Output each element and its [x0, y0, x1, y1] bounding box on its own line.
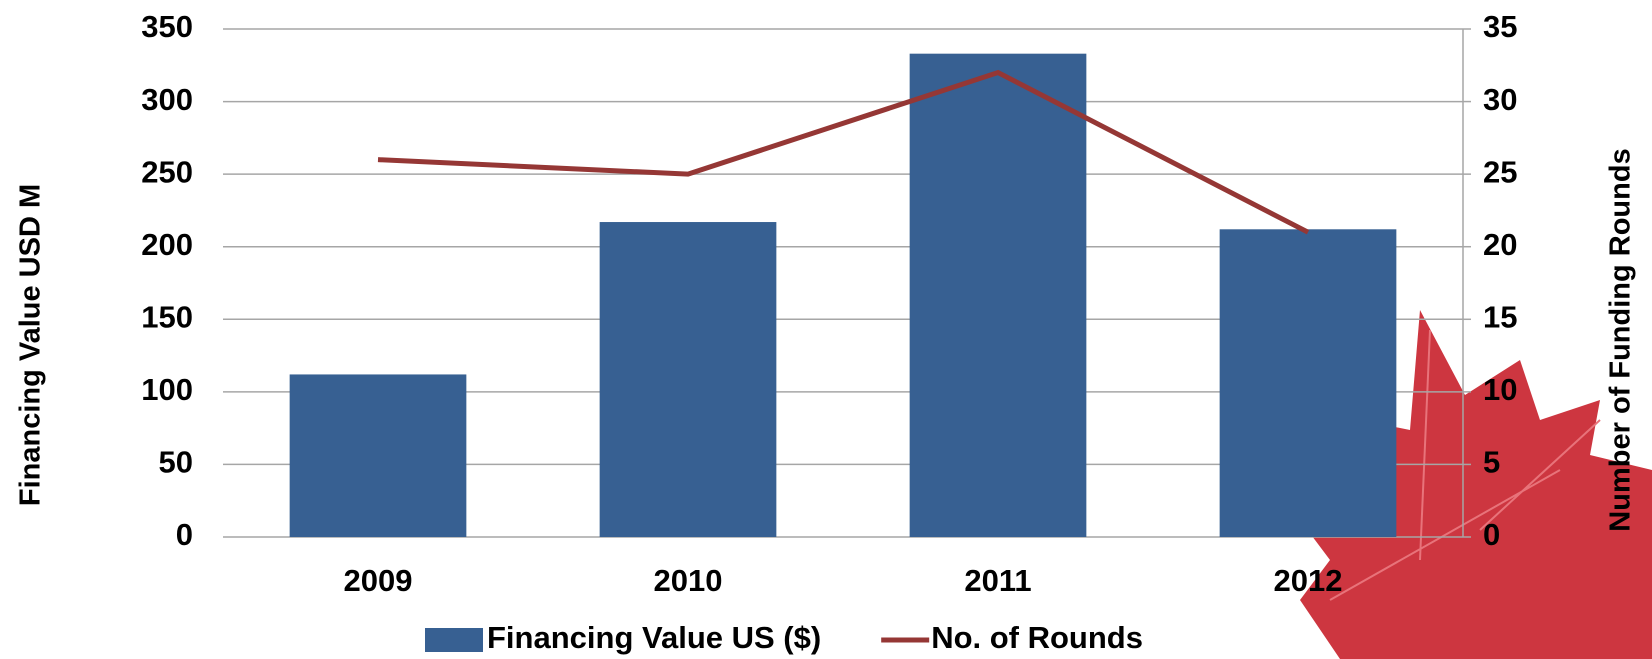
x-tick-label: 2011 — [964, 563, 1031, 598]
y2-tick-label: 5 — [1483, 445, 1500, 480]
x-tick-label: 2009 — [344, 563, 413, 598]
y2-tick-label: 0 — [1483, 517, 1500, 552]
y2-tick-label: 15 — [1483, 299, 1517, 334]
y2-tick-label: 25 — [1483, 154, 1517, 189]
bar — [1219, 229, 1397, 537]
y-tick-label: 300 — [141, 82, 193, 117]
y-tick-label: 100 — [141, 372, 193, 407]
y-tick-label: 150 — [141, 299, 193, 334]
line-series — [377, 69, 1310, 235]
x-tick-label: 2010 — [654, 563, 723, 598]
bar — [289, 374, 467, 537]
y2-tick-label: 35 — [1483, 9, 1517, 44]
maple-leaf-decoration — [1300, 310, 1652, 659]
y2-tick-label: 30 — [1483, 82, 1517, 117]
y2-tick-label: 10 — [1483, 372, 1517, 407]
x-tick-label: 2012 — [1274, 563, 1343, 598]
y-tick-label: 0 — [176, 517, 193, 552]
y2-axis-title: Number of Funding Rounds — [1605, 148, 1637, 531]
y-tick-label: 250 — [141, 154, 193, 189]
legend-text: Financing Value US ($) — [487, 620, 821, 655]
legend-swatch — [425, 628, 483, 652]
legend-text: No. of Rounds — [931, 620, 1143, 655]
y-tick-label: 50 — [159, 445, 193, 480]
y-axis-title: Financing Value USD M — [15, 184, 47, 506]
y-tick-label: 200 — [141, 227, 193, 262]
bar — [909, 53, 1087, 537]
bar — [599, 222, 777, 538]
y2-tick-label: 20 — [1483, 227, 1517, 262]
y-tick-label: 350 — [141, 9, 193, 44]
